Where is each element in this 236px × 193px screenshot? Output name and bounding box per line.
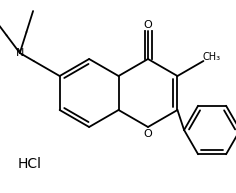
Text: CH₃: CH₃ [202,52,220,62]
Text: N: N [16,48,24,58]
Text: O: O [144,129,152,139]
Text: HCl: HCl [18,157,42,171]
Text: O: O [144,20,152,30]
